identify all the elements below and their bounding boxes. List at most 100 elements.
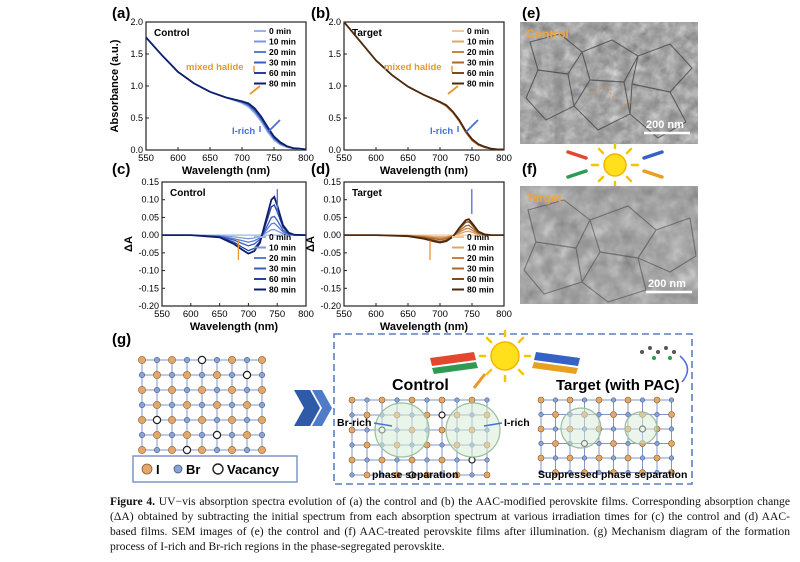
bromide-site [229, 402, 236, 409]
bromide-site [668, 397, 675, 403]
annotation-i-rich: I-rich [232, 126, 255, 137]
iodide-site [228, 416, 236, 424]
sem-scale-label-control: 200 nm [646, 119, 684, 131]
iodide-site [552, 440, 559, 447]
phase-separation-label: phase separation [372, 469, 458, 481]
iodide-site [228, 386, 236, 394]
iodide-site [138, 446, 146, 454]
y-tick-label: 0.0 [328, 145, 341, 155]
i-rich-arrow [483, 422, 503, 427]
pac-molecule-icon [640, 346, 689, 383]
y-tick-label: 0.10 [141, 195, 159, 205]
y-tick-label: 0.5 [328, 113, 341, 123]
vacancy-site [468, 456, 476, 464]
legend-label: 10 min [467, 243, 494, 253]
y-tick-label: -0.20 [320, 301, 341, 311]
panel-letter-c: (c) [112, 161, 130, 178]
sem-texture-control: Control 200 nm [520, 22, 698, 144]
bromide-site [244, 356, 251, 363]
legend-label: 10 min [269, 37, 296, 47]
i-rich-region [445, 402, 501, 458]
sem-label-target: Target [526, 191, 562, 205]
bromide-site [394, 397, 400, 403]
bromide-site [610, 426, 617, 432]
bromide-site [214, 447, 221, 454]
y-tick-label: -0.05 [138, 248, 159, 258]
bromide-site [364, 397, 370, 403]
x-axis-label: Wavelength (nm) [380, 165, 469, 177]
bromide-site [538, 440, 544, 447]
bromide-site [625, 411, 631, 418]
iodide-site [610, 469, 617, 476]
bromide-site [538, 411, 544, 418]
bromide-site [199, 371, 206, 378]
iodide-site [537, 396, 545, 404]
lattice-initial [138, 355, 266, 455]
panel-letter-f: (f) [522, 161, 537, 178]
bromide-site [169, 371, 176, 378]
bromide-site [610, 455, 617, 461]
arrow-i-rich-diag [465, 119, 479, 133]
iodide-site [624, 396, 632, 404]
control-title: Control [392, 377, 449, 394]
chart-d: 550 600 650 700 750 800 -0.20 -0.15 -0.10 -0.05 0.… [305, 177, 512, 333]
x-tick-label: 800 [496, 153, 512, 164]
target-title: Target (with PAC) [556, 377, 680, 394]
br-rich-arrow [373, 422, 393, 427]
bromide-site [538, 469, 544, 476]
y-axis-label: ΔA [305, 236, 317, 252]
iodide-site [595, 396, 603, 404]
iodide-site [153, 431, 161, 439]
bromide-site [439, 472, 445, 478]
iodide-site [581, 469, 588, 476]
iodide-site [438, 396, 446, 404]
sem-image-target: Target 200 nm [520, 186, 698, 304]
chart-a: 550 600 650 700 750 800 0.0 0.5 1.0 1.5 2.0 Wavelen… [109, 17, 314, 177]
sem-scale-label-target: 200 nm [648, 278, 686, 290]
x-tick-label: 700 [240, 309, 256, 320]
bromide-site [596, 411, 602, 418]
bromide-site [184, 386, 191, 393]
x-tick-label: 550 [336, 153, 352, 164]
x-axis-label: Wavelength (nm) [380, 321, 469, 333]
iodide-site [348, 396, 356, 404]
legend-label: 0 min [467, 26, 489, 36]
x-tick-label: 800 [298, 153, 314, 164]
bromide-site [552, 397, 559, 403]
iodide-site [348, 456, 356, 464]
iodide-site [258, 416, 266, 424]
bromide-site [394, 457, 400, 463]
iodide-site [483, 471, 491, 479]
bromide-site [364, 427, 370, 433]
bromide-site [184, 356, 191, 363]
legend-label: 20 min [467, 47, 494, 57]
bromide-site [654, 469, 660, 476]
bromide-site [169, 432, 176, 439]
iodide-site [624, 454, 632, 462]
bromide-site [258, 371, 265, 378]
iodide-site [453, 471, 461, 479]
light-beam-arrows [430, 352, 580, 389]
iodide-site [668, 469, 675, 476]
legend-label: 30 min [269, 58, 296, 68]
y-tick-label: 1.5 [328, 49, 341, 59]
legend-label: 60 min [467, 68, 494, 78]
legend-label: 60 min [269, 274, 296, 284]
bromide-site [654, 440, 660, 447]
bromide-site [625, 440, 631, 447]
bromide-site [668, 455, 675, 461]
light-ray-arrows [566, 150, 664, 179]
legend-label: 60 min [467, 274, 494, 284]
y-tick-label: 2.0 [328, 17, 341, 27]
plot-frame [145, 21, 307, 151]
inner-label: Target [352, 28, 382, 39]
x-tick-label: 650 [400, 153, 416, 164]
iodide-site [653, 454, 661, 462]
y-tick-label: -0.05 [320, 248, 341, 258]
bromide-site [258, 432, 265, 439]
bromide-site [244, 417, 251, 424]
x-tick-label: 800 [298, 309, 314, 320]
x-tick-label: 750 [269, 309, 285, 320]
bromide-site [596, 469, 602, 476]
